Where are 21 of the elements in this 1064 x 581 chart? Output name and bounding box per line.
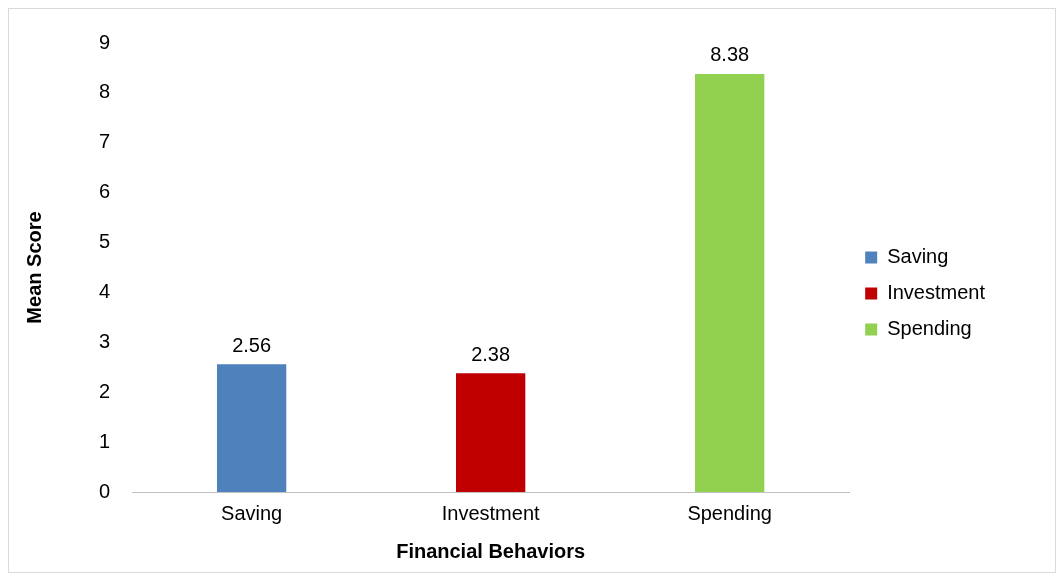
y-tick-label: 4 — [99, 279, 111, 302]
y-tick-label: 2 — [99, 379, 111, 402]
data-label: 8.38 — [710, 43, 750, 66]
y-tick-label: 3 — [99, 329, 111, 352]
x-tick-label: Investment — [441, 501, 540, 524]
y-tick-label: 8 — [99, 80, 111, 103]
x-tick-label: Spending — [687, 501, 772, 524]
data-label: 2.56 — [232, 333, 272, 356]
legend-label: Investment — [887, 281, 986, 304]
y-axis-title: Mean Score — [22, 211, 45, 324]
y-tick-label: 0 — [99, 479, 111, 502]
y-tick-label: 7 — [99, 130, 111, 153]
x-axis-title: Financial Behaviors — [396, 539, 586, 562]
y-tick-label: 6 — [99, 180, 111, 203]
y-tick-label: 5 — [99, 230, 111, 253]
y-tick-label: 9 — [99, 30, 111, 53]
x-tick-label: Saving — [221, 501, 283, 524]
legend-label: Saving — [887, 245, 949, 268]
legend-label: Spending — [887, 317, 972, 340]
data-label: 2.38 — [471, 342, 511, 365]
y-tick-label: 1 — [99, 429, 111, 452]
